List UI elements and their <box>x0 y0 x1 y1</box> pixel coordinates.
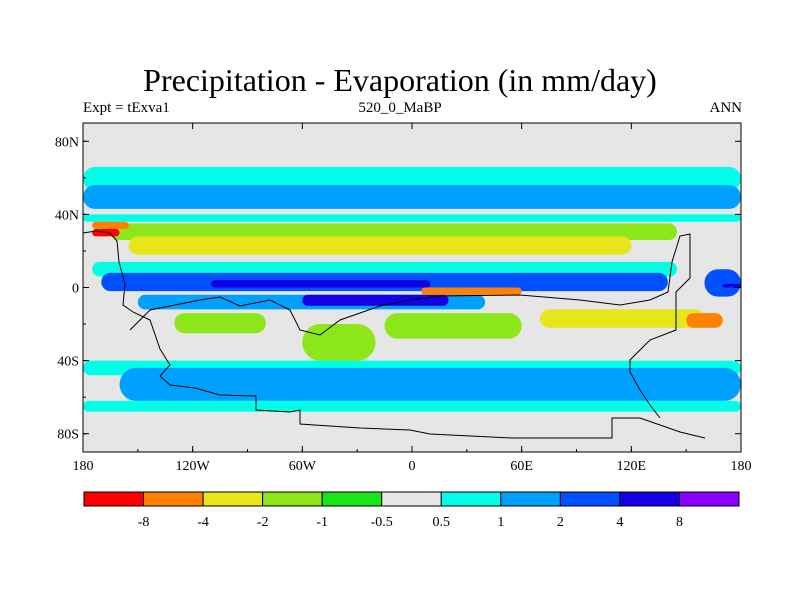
contour-band-11 <box>384 313 522 339</box>
y-tick-label: 80N <box>55 135 79 150</box>
contour-band-10 <box>174 313 266 334</box>
colorbar: -8 -4 -2 -1 -0.5 0.5 1 2 4 8 <box>83 491 740 530</box>
contour-band-4 <box>128 236 632 255</box>
contour-band-20 <box>704 269 741 297</box>
colorbar-swatch <box>440 491 502 507</box>
colorbar-label: -0.5 <box>371 515 393 530</box>
x-tick-label: 120E <box>617 459 647 474</box>
contour-band-9 <box>302 294 449 306</box>
y-tick-label: 0 <box>72 282 79 297</box>
contour-band-14 <box>302 324 376 361</box>
contour-band-22 <box>722 283 741 288</box>
colorbar-label: -2 <box>257 515 269 530</box>
coastlines <box>82 230 706 439</box>
colorbar-swatch <box>619 491 680 507</box>
contour-band-3 <box>110 223 678 240</box>
y-tick-label: 40N <box>55 208 79 223</box>
y-tick-label: 40S <box>57 355 79 370</box>
plot-title: Precipitation - Evaporation (in mm/day) <box>143 62 657 98</box>
x-tick-label: 120W <box>176 459 211 474</box>
contour-band-12 <box>539 309 705 328</box>
colorbar-swatch <box>202 491 264 507</box>
continent-outline-south <box>129 233 691 419</box>
x-tick-label: 180 <box>73 459 94 474</box>
contour-band-1 <box>83 185 741 209</box>
contour-band-17 <box>83 400 741 412</box>
contour-band-2 <box>83 214 741 222</box>
colorbar-swatch <box>321 491 383 507</box>
colorbar-swatch <box>83 491 145 507</box>
experiment-label: Expt = tExva1 <box>83 100 170 116</box>
contour-band-16 <box>119 367 742 401</box>
colorbar-label: 1 <box>497 515 504 530</box>
map-layer <box>83 123 742 452</box>
colorbar-swatch <box>143 491 204 507</box>
colorbar-label: -4 <box>197 515 209 530</box>
x-tick-label: 60E <box>510 459 533 474</box>
colorbar-swatch <box>500 491 561 507</box>
time-label: 520_0_MaBP <box>358 100 442 116</box>
contour-band-0 <box>83 166 741 191</box>
contour-band-13 <box>686 313 723 328</box>
contour-band-7 <box>210 280 431 288</box>
contour-band-18 <box>92 221 129 230</box>
colorbar-swatch <box>559 491 621 507</box>
colorbar-swatch <box>381 491 442 507</box>
season-label: ANN <box>709 100 743 116</box>
colorbar-swatch <box>678 491 740 507</box>
colorbar-label: -8 <box>138 515 150 530</box>
x-tick-label: 60W <box>289 459 317 474</box>
contour-band-21 <box>421 287 522 295</box>
continent-outline-north <box>82 230 706 439</box>
colorbar-label: 2 <box>557 515 564 530</box>
colorbar-label: 8 <box>676 515 683 530</box>
colorbar-label: 0.5 <box>433 515 451 530</box>
x-tick-label: 0 <box>409 459 416 474</box>
y-axis: 80N 40N 0 40S 80S <box>55 135 741 443</box>
x-tick-label: 180 <box>731 459 752 474</box>
colorbar-label: -1 <box>316 515 328 530</box>
colorbar-label: 4 <box>616 515 623 530</box>
y-tick-label: 80S <box>57 428 79 443</box>
colorbar-swatch <box>262 491 323 507</box>
x-axis: 180 120W 60W 0 60E 120E 180 <box>73 123 752 474</box>
